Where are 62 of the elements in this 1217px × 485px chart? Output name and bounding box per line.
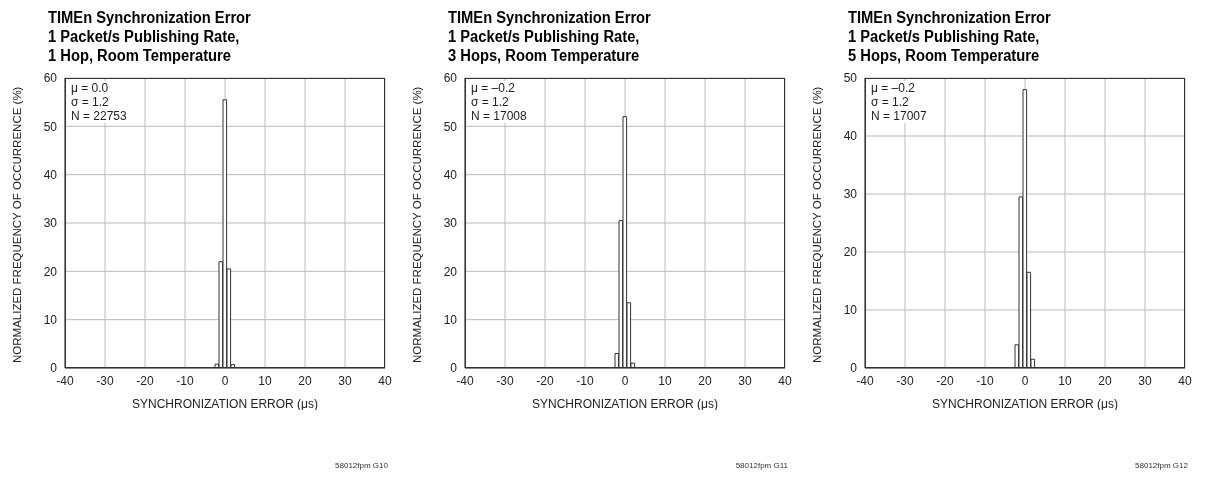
- x-axis-title: SYNCHRONIZATION ERROR (μs): [931, 397, 1119, 411]
- x-tick-label: 10: [1058, 373, 1072, 388]
- x-tick-label: -20: [536, 373, 554, 388]
- y-tick-label: 30: [843, 187, 858, 202]
- annotation: μ = –0.2 σ = 1.2 N = 17007: [869, 81, 929, 123]
- x-tick-label: -10: [976, 373, 994, 388]
- x-tick-label: -40: [856, 373, 874, 388]
- x-tick-label: 40: [1178, 373, 1192, 388]
- x-tick-label: -40: [56, 373, 74, 388]
- text: 58012fpm G12: [1135, 461, 1188, 470]
- y-axis-title: NORMALIZED FREQUENCY OF OCCURRENCE (%): [811, 86, 824, 363]
- x-tick-label: 30: [338, 373, 352, 388]
- x-tick-label: 10: [658, 373, 672, 388]
- text: 58012fpm G10: [335, 461, 388, 470]
- x-tick-label: -30: [896, 373, 914, 388]
- x-tick-label: -40: [456, 373, 474, 388]
- y-tick-label: 30: [443, 216, 458, 231]
- x-tick-label: 20: [698, 373, 712, 388]
- x-tick-label: 30: [738, 373, 752, 388]
- y-tick-label: 10: [843, 303, 858, 318]
- chart-title: TIMEn Synchronization Error 1 Packet/s Publishing Rate, 5 Hops, Room Temperature: [848, 8, 1052, 66]
- x-tick-label: 20: [298, 373, 312, 388]
- x-axis-title: SYNCHRONIZATION ERROR (μs): [531, 397, 719, 411]
- x-tick-label: -30: [96, 373, 114, 388]
- annotation: μ = 0.0 σ = 1.2 N = 22753: [69, 81, 129, 123]
- x-tick-label: -10: [176, 373, 194, 388]
- y-tick-label: 10: [443, 312, 458, 327]
- text: 58012fpm G11: [735, 461, 788, 470]
- chart-title: TIMEn Synchronization Error 1 Packet/s Publishing Rate, 1 Hop, Room Temperature: [48, 8, 252, 66]
- annotation: μ = –0.2 σ = 1.2 N = 17008: [469, 81, 529, 123]
- y-axis-title: NORMALIZED FREQUENCY OF OCCURRENCE (%): [11, 86, 24, 363]
- y-tick-label: 10: [43, 312, 58, 327]
- x-tick-label: -20: [936, 373, 954, 388]
- y-tick-label: 0: [850, 361, 858, 376]
- x-tick-label: 0: [1021, 373, 1029, 388]
- y-tick-label: 30: [43, 216, 58, 231]
- x-tick-label: -20: [136, 373, 154, 388]
- y-tick-label: 20: [443, 264, 458, 279]
- y-tick-label: 20: [43, 264, 58, 279]
- y-tick-label: 50: [43, 119, 58, 134]
- x-tick-label: 0: [621, 373, 629, 388]
- y-axis-title: NORMALIZED FREQUENCY OF OCCURRENCE (%): [411, 86, 424, 363]
- y-tick-label: 40: [443, 167, 458, 182]
- y-tick-label: 40: [843, 129, 858, 144]
- x-tick-label: 10: [258, 373, 272, 388]
- y-tick-label: 0: [450, 361, 458, 376]
- y-tick-label: 60: [43, 71, 58, 86]
- x-tick-label: 20: [1098, 373, 1112, 388]
- y-tick-label: 0: [50, 361, 58, 376]
- y-tick-label: 20: [843, 245, 858, 260]
- chart-title: TIMEn Synchronization Error 1 Packet/s Publishing Rate, 3 Hops, Room Temperature: [448, 8, 652, 66]
- y-tick-label: 40: [43, 167, 58, 182]
- y-tick-label: 50: [443, 119, 458, 134]
- x-tick-label: -10: [576, 373, 594, 388]
- x-tick-label: 0: [221, 373, 229, 388]
- y-tick-label: 60: [443, 71, 458, 86]
- x-tick-label: -30: [496, 373, 514, 388]
- x-tick-label: 40: [778, 373, 792, 388]
- x-tick-label: 30: [1138, 373, 1152, 388]
- y-tick-label: 50: [843, 71, 858, 86]
- x-axis-title: SYNCHRONIZATION ERROR (μs): [131, 397, 319, 411]
- x-tick-label: 40: [378, 373, 392, 388]
